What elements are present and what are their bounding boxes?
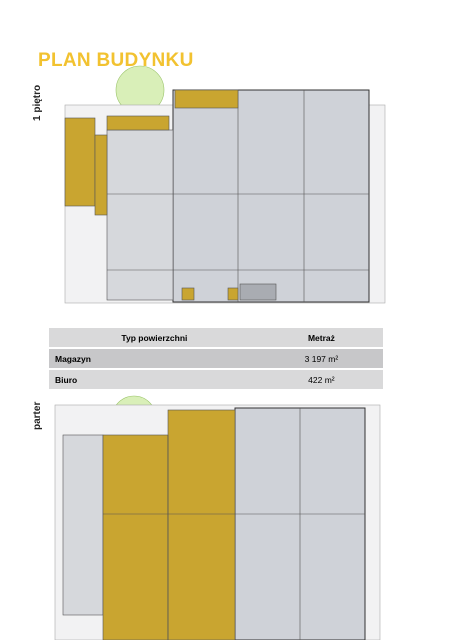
plan-first-floor <box>64 65 386 304</box>
plan-ground-floor <box>54 395 381 640</box>
area-size: 422 m² <box>259 370 383 389</box>
table-header: Typ powierzchni <box>49 328 260 347</box>
area-type: Magazyn <box>49 349 260 368</box>
area-table: Typ powierzchni Metraż Magazyn 3 197 m² Bi… <box>49 326 383 391</box>
title: PLAN BUDYNKU <box>38 50 194 71</box>
area-size: 3 197 m² <box>259 349 383 368</box>
area-type: Biuro <box>49 370 260 389</box>
table-header: Metraż <box>259 328 383 347</box>
